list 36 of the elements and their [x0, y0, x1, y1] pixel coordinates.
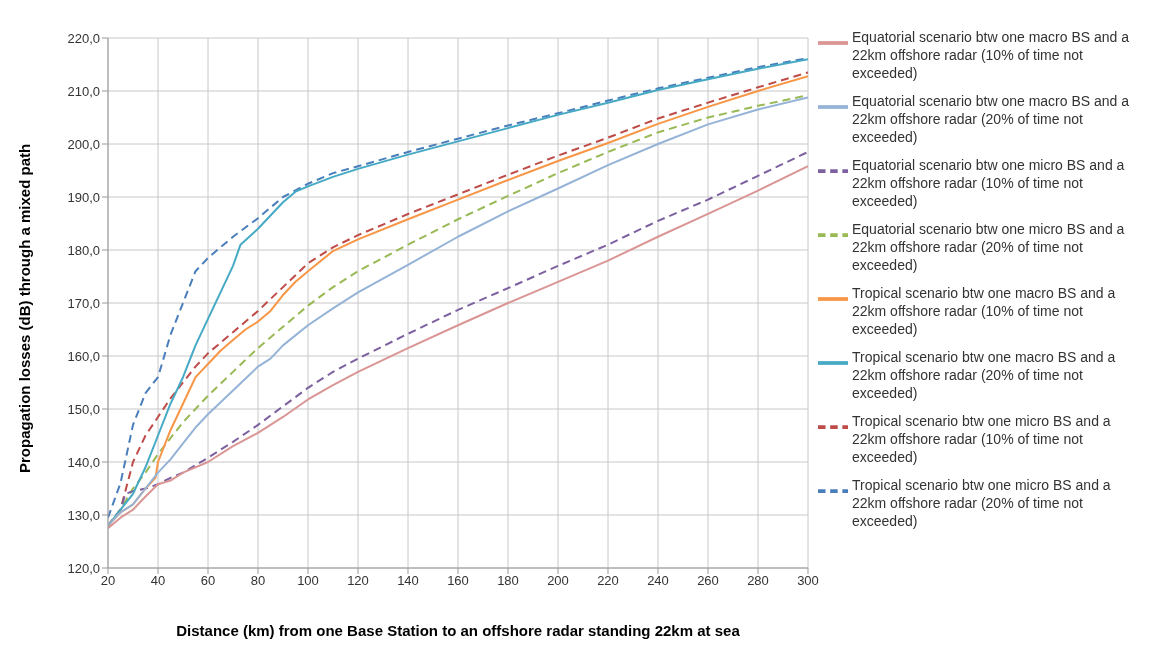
x-tick-label: 80 [250, 573, 266, 589]
x-tick-label: 240 [647, 573, 669, 589]
x-tick-label: 160 [447, 573, 469, 589]
x-tick-label: 20 [100, 573, 116, 589]
x-tick-label: 100 [297, 573, 319, 589]
y-tick-label: 200,0 [67, 136, 100, 152]
y-tick-label: 160,0 [67, 348, 100, 364]
y-tick-label: 120,0 [67, 560, 100, 576]
y-tick-label: 130,0 [67, 507, 100, 523]
x-tick-label: 60 [200, 573, 216, 589]
y-tick-label: 180,0 [67, 242, 100, 258]
y-tick-label: 220,0 [67, 30, 100, 46]
x-axis-title: Distance (km) from one Base Station to an offshore radar standing 22km at sea [176, 622, 741, 639]
legend-label: Tropical scenario btw one macro BS and a 22km offshore radar (20% of time not exceeded) [852, 348, 1117, 402]
x-tick-label: 140 [397, 573, 419, 589]
x-tick-label: 200 [547, 573, 569, 589]
y-tick-label: 190,0 [67, 189, 100, 205]
legend-label: Equatorial scenario btw one micro BS and a 22km offshore radar (10% of time not exceeded) [852, 156, 1126, 210]
y-tick-label: 150,0 [67, 401, 100, 417]
x-tick-label: 180 [497, 573, 519, 589]
x-tick-label: 300 [797, 573, 819, 589]
x-tick-label: 40 [150, 573, 166, 589]
legend-label: Equatorial scenario btw one macro BS and a 22km offshore radar (10% of time not exceeded) [852, 28, 1131, 82]
legend-label: Tropical scenario btw one macro BS and a 22km offshore radar (10% of time not exceeded) [852, 284, 1117, 338]
y-axis-title: Propagation losses (dB) through a mixed path [16, 143, 34, 473]
y-tick-label: 210,0 [67, 83, 100, 99]
x-tick-label: 280 [747, 573, 769, 589]
y-tick-label: 140,0 [67, 454, 100, 470]
legend-label: Equatorial scenario btw one macro BS and a 22km offshore radar (20% of time not exceeded) [852, 92, 1131, 146]
x-tick-label: 220 [597, 573, 619, 589]
x-tick-label: 260 [697, 573, 719, 589]
legend-label: Tropical scenario btw one micro BS and a 22km offshore radar (10% of time not exceeded) [852, 412, 1112, 466]
x-tick-label: 120 [347, 573, 369, 589]
y-tick-label: 170,0 [67, 295, 100, 311]
legend-label: Tropical scenario btw one micro BS and a 22km offshore radar (20% of time not exceeded) [852, 476, 1112, 530]
legend-label: Equatorial scenario btw one micro BS and a 22km offshore radar (20% of time not exceeded) [852, 220, 1126, 274]
